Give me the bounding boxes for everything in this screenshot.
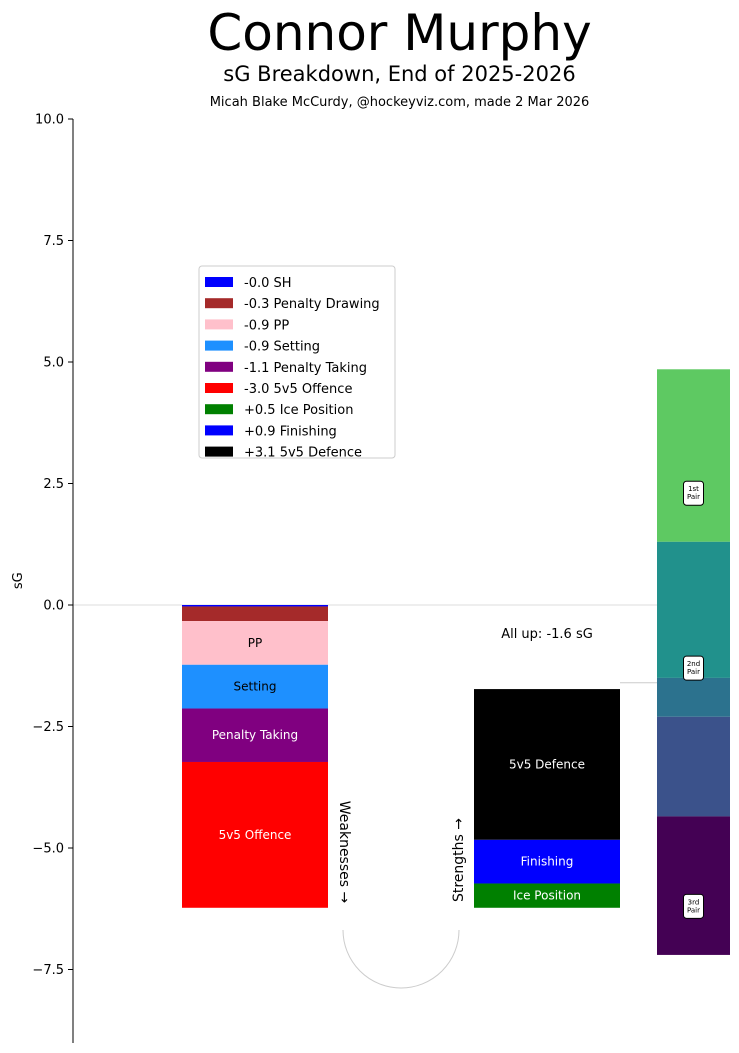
weakness-bar-segment	[182, 664, 328, 709]
legend-swatch	[205, 319, 233, 330]
y-axis-label: sG	[11, 572, 26, 589]
legend-entry-label: +0.9 Finishing	[244, 424, 337, 439]
legend-swatch	[205, 298, 233, 309]
reference-label-box	[683, 893, 704, 919]
weakness-segment-label: PP	[248, 636, 262, 650]
y-tick-label: 2.5	[43, 477, 64, 492]
weakness-bar-segment	[182, 606, 328, 622]
reference-label-box	[683, 480, 704, 506]
reference-label-text: Pair	[687, 668, 700, 676]
y-tick-label: 10.0	[35, 113, 64, 128]
connector-arc	[342, 929, 460, 989]
strength-bar-segment	[474, 883, 620, 908]
weaknesses-label: Weaknesses →	[336, 801, 352, 904]
legend-swatch	[205, 404, 233, 415]
allup-label: All up: -1.6 sG	[501, 627, 593, 642]
weakness-bar-segment	[182, 761, 328, 908]
reference-scale-band	[657, 816, 730, 955]
legend-swatch	[205, 340, 233, 351]
strength-bar-segment	[474, 839, 620, 884]
y-tick-label: 5.0	[43, 356, 64, 371]
reference-label-text: 2nd	[687, 660, 700, 668]
legend-swatch	[205, 383, 233, 393]
legend-entry-label: -0.3 Penalty Drawing	[244, 297, 380, 312]
weakness-segment-label: Penalty Taking	[212, 728, 298, 742]
legend-entry-label: -0.9 Setting	[244, 340, 320, 355]
weakness-segment-label: Setting	[234, 680, 277, 694]
chart-title: Connor Murphy	[207, 4, 592, 62]
reference-scale-band	[657, 716, 730, 817]
y-tick-label: 7.5	[43, 234, 64, 249]
strengths-label: Strengths →	[451, 818, 467, 902]
y-tick-label: −5.0	[32, 842, 64, 857]
legend-swatch	[205, 446, 233, 457]
legend-box	[198, 265, 396, 459]
weakness-bar-segment	[182, 708, 328, 762]
legend-swatch	[205, 425, 233, 436]
legend-entry-label: -1.1 Penalty Taking	[244, 361, 367, 376]
reference-label-box	[683, 655, 704, 681]
chart-credit: Micah Blake McCurdy, @hockeyviz.com, mad…	[209, 95, 590, 110]
weakness-segment-label: 5v5 Offence	[219, 828, 292, 842]
legend-entry-label: +3.1 5v5 Defence	[244, 446, 362, 461]
reference-scale-band	[657, 677, 730, 717]
y-tick-label: −7.5	[32, 963, 64, 978]
legend-swatch	[205, 277, 233, 287]
legend-entry-label: -3.0 5v5 Offence	[244, 382, 352, 397]
strength-segment-label: Finishing	[521, 855, 574, 869]
y-tick-label: 0.0	[43, 599, 64, 614]
strength-segment-label: Ice Position	[513, 889, 581, 903]
reference-scale-band	[657, 369, 730, 542]
y-tick-label: −2.5	[32, 720, 64, 735]
legend-entry-label: -0.9 PP	[244, 318, 289, 333]
reference-scale-band	[657, 541, 730, 678]
legend-swatch	[205, 361, 233, 372]
reference-label-text: Pair	[687, 906, 700, 914]
reference-label-text: Pair	[687, 493, 700, 501]
legend-entry-label: +0.5 Ice Position	[244, 403, 353, 418]
weakness-bar-segment	[182, 621, 328, 665]
strength-segment-label: 5v5 Defence	[509, 757, 585, 771]
weakness-bar-segment	[182, 605, 328, 607]
reference-label-text: 3rd	[688, 898, 700, 906]
strength-bar-segment	[474, 689, 620, 840]
chart-subtitle: sG Breakdown, End of 2025-2026	[223, 62, 576, 86]
reference-label-text: 1st	[688, 485, 699, 493]
legend-entry-label: -0.0 SH	[244, 276, 292, 291]
